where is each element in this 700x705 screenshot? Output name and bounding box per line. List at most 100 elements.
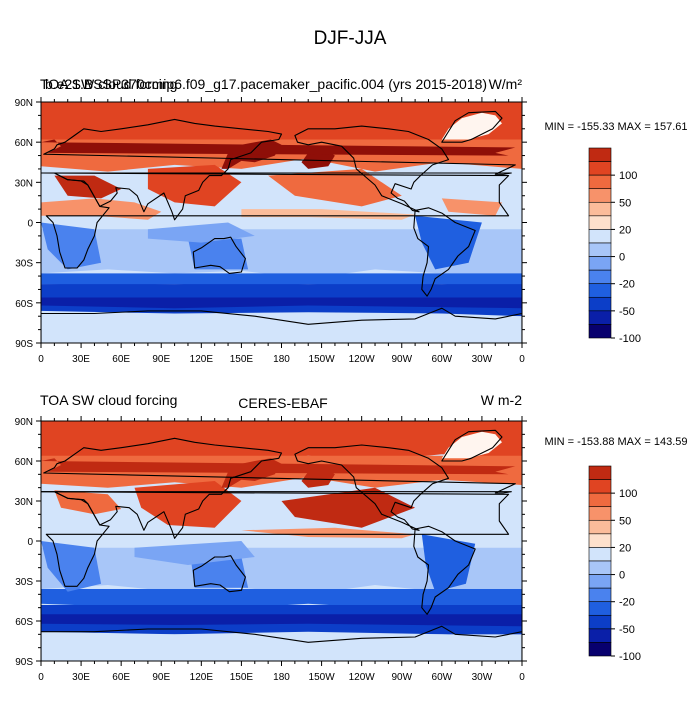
- x-tick-label: 180: [273, 672, 290, 683]
- field-cool-region: [41, 614, 522, 627]
- coastline: [441, 110, 503, 143]
- x-tick-label: 150E: [230, 672, 254, 683]
- y-tick-label: 0: [27, 219, 33, 230]
- field-greenland: [441, 431, 502, 459]
- panel-obs-units: W m-2: [481, 392, 522, 408]
- x-tick-label: 0: [519, 672, 525, 683]
- coastline: [192, 236, 246, 274]
- axes-obs: 0 30E 60E 90E 120E 150E 180 150W 120W 90W 60W 30W 09…: [15, 416, 527, 683]
- colorbar-box: [588, 574, 612, 589]
- x-tick-label: 0: [519, 354, 525, 365]
- y-tick-label: 60N: [15, 457, 33, 468]
- coastline: [294, 125, 450, 213]
- field-warm-region: [41, 421, 522, 464]
- panel-model-units: W/m²: [489, 76, 523, 92]
- colorbar-box: [588, 283, 612, 298]
- panel-model-title-case: b.e21.BSSP370cmip6.f09_g17.pacemaker_pac…: [45, 76, 487, 92]
- y-tick-label: 0: [27, 537, 33, 548]
- colorbar-label: -50: [619, 624, 635, 636]
- x-tick-label: 90E: [152, 354, 170, 365]
- coastline: [294, 444, 450, 531]
- field-max-region: [41, 139, 516, 156]
- coastline: [41, 625, 522, 661]
- coastline: [41, 172, 510, 269]
- x-tick-label: 150E: [230, 354, 254, 365]
- colorbar-box: [588, 492, 612, 508]
- colorbar-label: 100: [619, 170, 637, 182]
- x-tick-label: 0: [38, 672, 44, 683]
- field-cool-region: [41, 589, 522, 611]
- axes-model: 0 30E 60E 90E 120E 150E 180 150W 120W 90W 60W 30W 09…: [15, 97, 527, 365]
- colorbar-box: [588, 310, 612, 325]
- colorbar-box: [588, 547, 612, 562]
- colorbar-box: [588, 642, 612, 657]
- x-tick-label: 120E: [190, 354, 214, 365]
- field-max-region: [41, 458, 516, 475]
- x-tick-label: 120E: [190, 672, 214, 683]
- colorbar-box: [588, 174, 612, 190]
- x-tick-label: 120W: [349, 354, 376, 365]
- field-cool-region: [41, 297, 522, 309]
- colorbar-box: [588, 215, 612, 230]
- field-cool-region: [415, 215, 482, 270]
- x-tick-label: 120W: [349, 672, 376, 683]
- y-tick-label: 60N: [15, 138, 33, 149]
- field-cool-region: [190, 557, 249, 588]
- colorbar-label: -20: [619, 279, 635, 291]
- field-warm-region: [241, 209, 416, 220]
- y-tick-label: 90S: [15, 657, 33, 668]
- panel-obs: TOA SW cloud forcing CERES-EBAF W m-2 MI…: [15, 392, 688, 683]
- colorbar-label: -100: [619, 333, 641, 345]
- colorbar-box: [588, 296, 612, 312]
- x-tick-label: 180: [273, 354, 290, 365]
- field-warm-region: [54, 175, 122, 199]
- colorbar-box: [588, 628, 612, 643]
- field-warm-region: [41, 198, 162, 220]
- panel-obs-stats: MIN = -153.88 MAX = 143.59: [544, 436, 687, 448]
- x-tick-label: 30W: [472, 672, 493, 683]
- colorbar-box: [588, 229, 612, 244]
- y-tick-label: 30S: [15, 259, 33, 270]
- x-tick-label: 150W: [309, 672, 336, 683]
- colorbar-label: -20: [619, 597, 635, 609]
- colorbar-box: [588, 601, 612, 616]
- x-tick-label: 0: [38, 354, 44, 365]
- colorbar-label: 0: [619, 570, 625, 582]
- y-tick-label: 90S: [15, 339, 33, 350]
- colorbar-label: 100: [619, 488, 637, 500]
- field-cool-region: [41, 541, 102, 592]
- field-cool-region: [421, 534, 476, 592]
- field-warm-region: [441, 198, 502, 216]
- colorbar-label: 0: [619, 252, 625, 264]
- field-cool-region: [188, 238, 249, 270]
- colorbar-label: -100: [619, 651, 641, 663]
- x-tick-label: 30W: [472, 354, 493, 365]
- y-tick-label: 60S: [15, 299, 33, 310]
- colorbar-label: 50: [619, 197, 631, 209]
- field-cool-region: [41, 229, 522, 279]
- field-cool-region: [134, 541, 255, 565]
- colorbar-label: 50: [619, 515, 631, 527]
- y-tick-label: 30N: [15, 178, 33, 189]
- colorbar-box: [588, 519, 612, 535]
- coastline: [413, 207, 476, 297]
- panel-model-title-left: TOA SW cloud forcing: [40, 76, 177, 92]
- figure-title: DJF-JJA: [314, 28, 387, 49]
- x-tick-label: 60W: [432, 672, 453, 683]
- coastline: [41, 307, 522, 343]
- colorbar-box: [588, 324, 612, 339]
- panel-model: TOA SW cloud forcing b.e21.BSSP370cmip6.…: [15, 76, 688, 365]
- field-warm-region: [41, 102, 522, 145]
- colorbar-box: [588, 533, 612, 548]
- map-model: [40, 101, 523, 344]
- field-warm-region: [54, 490, 122, 515]
- coastline: [41, 491, 510, 587]
- y-tick-label: 90N: [15, 417, 33, 428]
- coastline: [413, 525, 476, 615]
- colorbar-box: [588, 506, 612, 521]
- x-tick-label: 90W: [391, 354, 412, 365]
- y-tick-label: 30N: [15, 497, 33, 508]
- x-tick-label: 90E: [152, 672, 170, 683]
